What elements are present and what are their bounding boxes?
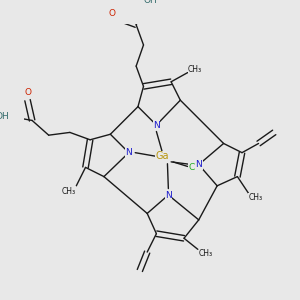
Text: OH: OH [0, 112, 10, 121]
Text: CH₃: CH₃ [62, 187, 76, 196]
Text: OH: OH [144, 0, 158, 5]
Text: N: N [165, 190, 172, 200]
Text: N: N [195, 160, 202, 169]
Text: O: O [109, 9, 116, 18]
Text: O: O [24, 88, 31, 97]
Text: CH₃: CH₃ [249, 193, 263, 202]
Text: CH₃: CH₃ [199, 248, 213, 257]
Text: Cl: Cl [189, 163, 198, 172]
Text: N: N [125, 148, 132, 157]
Text: CH₃: CH₃ [188, 65, 202, 74]
Text: Ga: Ga [155, 152, 169, 161]
Text: N: N [153, 121, 160, 130]
